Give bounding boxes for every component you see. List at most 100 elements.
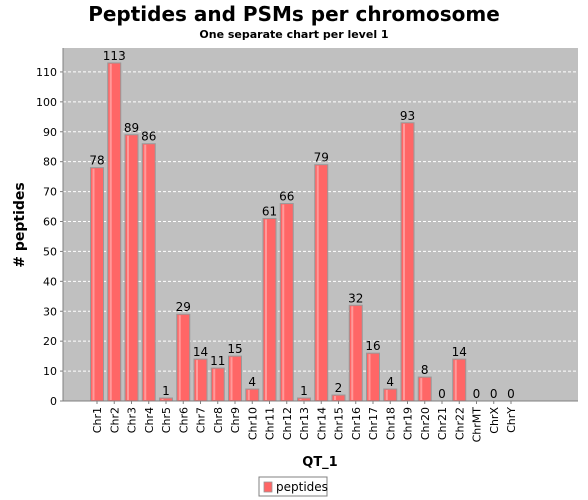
x-tick-label: Chr14 bbox=[315, 407, 328, 440]
bar bbox=[124, 134, 139, 402]
x-tick-label: Chr19 bbox=[402, 407, 415, 440]
data-label: 1 bbox=[300, 384, 308, 398]
y-tick-label: 100 bbox=[36, 96, 57, 109]
y-axis-label: # peptides bbox=[12, 182, 28, 267]
data-label: 4 bbox=[248, 375, 256, 389]
x-tick-label: Chr13 bbox=[298, 407, 311, 440]
x-tick-label: ChrX bbox=[488, 407, 501, 434]
y-tick-label: 0 bbox=[50, 395, 57, 408]
x-tick-label: Chr7 bbox=[195, 407, 208, 433]
data-label: 15 bbox=[227, 342, 242, 356]
x-tick-label: ChrMT bbox=[471, 407, 484, 443]
bar-highlight bbox=[454, 360, 457, 400]
bar bbox=[366, 352, 380, 402]
data-label: 89 bbox=[124, 121, 139, 135]
data-label: 2 bbox=[335, 381, 343, 395]
data-label: 29 bbox=[176, 300, 191, 314]
bar-highlight bbox=[127, 135, 129, 400]
y-tick-label: 80 bbox=[43, 156, 57, 169]
bar bbox=[400, 122, 415, 402]
y-tick-label: 20 bbox=[43, 335, 57, 348]
x-tick-label: Chr6 bbox=[177, 407, 190, 433]
bar bbox=[176, 313, 191, 402]
bar-highlight bbox=[420, 378, 423, 400]
y-tick-label: 60 bbox=[43, 216, 57, 229]
x-tick-label: Chr5 bbox=[160, 407, 173, 433]
data-label: 79 bbox=[314, 151, 329, 165]
y-tick-label: 40 bbox=[43, 275, 57, 288]
data-label: 86 bbox=[141, 130, 156, 144]
bar-highlight bbox=[334, 396, 336, 400]
data-label: 11 bbox=[210, 354, 225, 368]
data-label: 16 bbox=[365, 339, 380, 353]
x-tick-label: Chr4 bbox=[143, 407, 156, 433]
data-label: 4 bbox=[386, 375, 394, 389]
bar-highlight bbox=[316, 165, 319, 400]
y-tick-label: 50 bbox=[43, 245, 57, 258]
data-label: 113 bbox=[103, 49, 126, 63]
legend-label: peptides bbox=[276, 480, 328, 494]
y-tick-label: 70 bbox=[43, 186, 57, 199]
bar-highlight bbox=[196, 360, 198, 400]
data-label: 93 bbox=[400, 109, 415, 123]
bar-highlight bbox=[368, 354, 371, 400]
x-tick-label: Chr10 bbox=[246, 407, 259, 440]
x-tick-label: Chr3 bbox=[126, 407, 139, 433]
bar-highlight bbox=[299, 399, 302, 400]
bar-highlight bbox=[403, 123, 405, 400]
x-tick-label: Chr8 bbox=[212, 407, 225, 433]
bar bbox=[383, 388, 398, 402]
data-label: 1 bbox=[162, 384, 170, 398]
y-tick-label: 90 bbox=[43, 126, 57, 139]
x-tick-label: Chr18 bbox=[384, 407, 397, 440]
x-tick-label: Chr21 bbox=[436, 407, 449, 440]
data-label: 78 bbox=[89, 154, 104, 168]
x-axis: Chr1 Chr2 Chr3 Chr4 Chr5 Chr6 Chr7 Chr8 Chr9 Chr1… bbox=[63, 400, 578, 443]
data-label: 66 bbox=[279, 190, 294, 204]
y-axis: 0 10 20 30 40 50 60 70 80 90 100 110 bbox=[36, 48, 64, 408]
legend-box bbox=[258, 476, 328, 497]
bar-highlight bbox=[178, 315, 181, 400]
bar-highlight bbox=[282, 204, 285, 400]
bar-highlight bbox=[109, 63, 112, 400]
bar-highlight bbox=[247, 390, 250, 400]
bar-highlight bbox=[385, 390, 388, 400]
data-label: 32 bbox=[348, 291, 363, 305]
bar bbox=[262, 218, 277, 402]
data-label: 0 bbox=[438, 387, 446, 401]
x-tick-label: Chr17 bbox=[367, 407, 380, 440]
data-label: 8 bbox=[421, 363, 429, 377]
legend: peptides bbox=[258, 476, 328, 497]
bar bbox=[141, 143, 156, 402]
bar bbox=[279, 203, 294, 402]
legend-swatch bbox=[263, 481, 273, 493]
bar-highlight bbox=[92, 168, 95, 400]
bar bbox=[245, 388, 260, 402]
x-tick-label: Chr16 bbox=[350, 407, 363, 440]
x-tick-label: Chr15 bbox=[333, 407, 346, 440]
x-axis-label: QT_1 bbox=[302, 455, 337, 470]
x-tick-label: Chr9 bbox=[229, 407, 242, 433]
data-label: 0 bbox=[490, 387, 498, 401]
data-label: 0 bbox=[507, 387, 515, 401]
bar-highlight bbox=[144, 144, 147, 400]
bar bbox=[417, 376, 432, 402]
bar bbox=[314, 164, 329, 402]
bar-highlight bbox=[213, 369, 216, 400]
bar-highlight bbox=[351, 306, 354, 400]
bar-highlight bbox=[230, 357, 233, 400]
bar bbox=[210, 367, 225, 402]
y-tick-label: 30 bbox=[43, 305, 57, 318]
x-tick-label: Chr1 bbox=[91, 407, 104, 433]
y-tick-label: 110 bbox=[36, 66, 57, 79]
bar bbox=[452, 358, 467, 402]
x-tick-label: Chr12 bbox=[281, 407, 294, 440]
bar bbox=[90, 167, 104, 402]
bar bbox=[193, 358, 208, 402]
x-tick-label: Chr20 bbox=[419, 407, 432, 440]
chart-title: Peptides and PSMs per chromosome bbox=[88, 2, 500, 26]
x-tick-label: Chr2 bbox=[108, 407, 121, 433]
bar-highlight bbox=[265, 219, 267, 400]
